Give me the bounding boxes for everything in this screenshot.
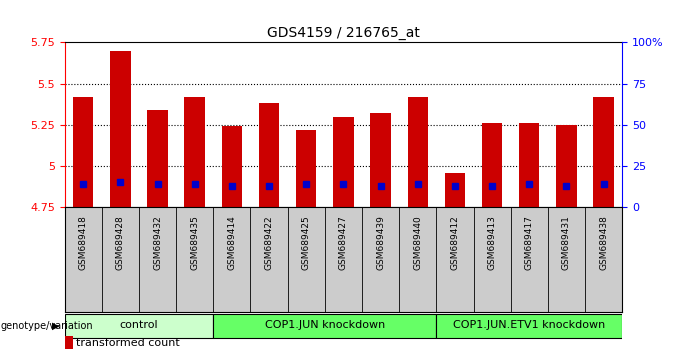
- Bar: [259, 103, 279, 207]
- Text: GSM689412: GSM689412: [450, 216, 460, 270]
- Bar: [445, 172, 465, 207]
- Bar: [222, 126, 242, 207]
- Text: GSM689431: GSM689431: [562, 216, 571, 270]
- Text: COP1.JUN knockdown: COP1.JUN knockdown: [265, 320, 385, 330]
- Bar: [482, 123, 503, 207]
- Text: GSM689427: GSM689427: [339, 216, 348, 270]
- Bar: [594, 97, 614, 207]
- Bar: [73, 97, 93, 207]
- Text: GSM689428: GSM689428: [116, 216, 125, 270]
- Text: GSM689414: GSM689414: [227, 216, 237, 270]
- Bar: [65, 314, 214, 338]
- Title: GDS4159 / 216765_at: GDS4159 / 216765_at: [267, 26, 420, 40]
- Bar: [437, 314, 622, 338]
- Bar: [296, 130, 316, 207]
- Bar: [333, 116, 354, 207]
- Text: GSM689438: GSM689438: [599, 216, 608, 270]
- Text: genotype/variation: genotype/variation: [1, 321, 93, 331]
- Text: GSM689422: GSM689422: [265, 216, 273, 270]
- Bar: [556, 125, 577, 207]
- Text: GSM689432: GSM689432: [153, 216, 162, 270]
- Text: GSM689440: GSM689440: [413, 216, 422, 270]
- Text: GSM689417: GSM689417: [525, 216, 534, 270]
- Bar: [184, 97, 205, 207]
- Text: GSM689418: GSM689418: [79, 216, 88, 270]
- Text: ▶: ▶: [52, 321, 59, 331]
- Text: transformed count: transformed count: [76, 338, 180, 348]
- Bar: [519, 123, 539, 207]
- Text: GSM689439: GSM689439: [376, 216, 385, 270]
- Bar: [110, 51, 131, 207]
- Text: GSM689435: GSM689435: [190, 216, 199, 270]
- Bar: [148, 110, 168, 207]
- Text: control: control: [120, 320, 158, 330]
- Bar: [407, 97, 428, 207]
- Bar: [214, 314, 437, 338]
- Text: GSM689413: GSM689413: [488, 216, 496, 270]
- Text: GSM689425: GSM689425: [302, 216, 311, 270]
- Text: COP1.JUN.ETV1 knockdown: COP1.JUN.ETV1 knockdown: [453, 320, 605, 330]
- Bar: [371, 113, 391, 207]
